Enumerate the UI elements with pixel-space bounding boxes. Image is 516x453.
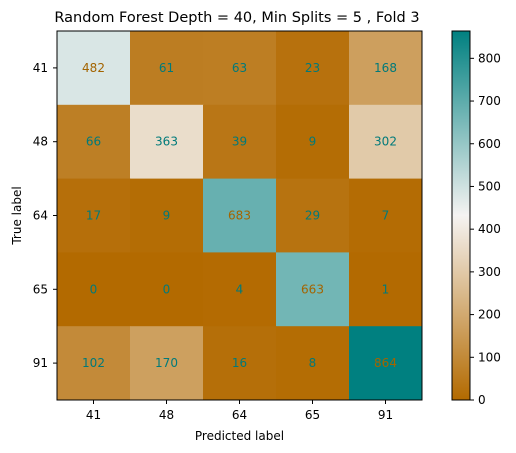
colorbar-tick-label: 100 bbox=[478, 350, 501, 364]
x-tick-label: 41 bbox=[86, 408, 101, 422]
cell-value-label: 0 bbox=[163, 282, 171, 296]
colorbar-tick-label: 700 bbox=[478, 94, 501, 108]
colorbar-gradient bbox=[451, 30, 471, 401]
colorbar-tick-label: 500 bbox=[478, 179, 501, 193]
heatmap-cell bbox=[130, 326, 204, 401]
cell-value-label: 170 bbox=[155, 356, 178, 370]
cell-value-label: 363 bbox=[155, 135, 178, 149]
cell-value-label: 29 bbox=[305, 209, 320, 223]
heatmap-cell bbox=[276, 326, 350, 401]
cell-value-label: 63 bbox=[232, 61, 247, 75]
cell-value-label: 683 bbox=[228, 209, 251, 223]
x-tick-label: 48 bbox=[159, 408, 174, 422]
heatmap-cell bbox=[276, 252, 350, 327]
heatmap-cell bbox=[276, 104, 350, 180]
heatmap-cell bbox=[57, 252, 131, 327]
cell-value-label: 7 bbox=[382, 209, 390, 223]
cell-value-label: 8 bbox=[309, 356, 317, 370]
colorbar-tick-label: 200 bbox=[478, 308, 501, 322]
heatmap-cell bbox=[57, 178, 131, 253]
x-axis-ticks: 41 48 64 65 91 bbox=[86, 400, 393, 422]
colorbar-tick-label: 300 bbox=[478, 265, 501, 279]
chart-title: Random Forest Depth = 40, Min Splits = 5… bbox=[54, 10, 419, 26]
colorbar-tick-label: 600 bbox=[478, 137, 501, 151]
cell-value-label: 0 bbox=[90, 282, 98, 296]
cell-value-label: 23 bbox=[305, 61, 320, 75]
cell-value-label: 61 bbox=[159, 61, 174, 75]
cell-value-label: 102 bbox=[82, 356, 105, 370]
cell-value-label: 663 bbox=[301, 282, 324, 296]
heatmap-cell bbox=[203, 252, 277, 327]
cell-value-label: 66 bbox=[86, 135, 101, 149]
heatmap-cell bbox=[203, 178, 277, 253]
heatmap-cell bbox=[130, 178, 204, 253]
heatmap-cell bbox=[130, 31, 204, 106]
heatmap-cell bbox=[203, 31, 277, 106]
cell-value-label: 1 bbox=[382, 282, 390, 296]
colorbar-tick-label: 800 bbox=[478, 51, 501, 65]
x-axis-label: Predicted label bbox=[195, 429, 284, 443]
heatmap-cell bbox=[349, 178, 423, 253]
heatmap-cell bbox=[57, 326, 131, 401]
x-tick-label: 91 bbox=[378, 408, 393, 422]
cell-value-label: 482 bbox=[82, 61, 105, 75]
cell-value-label: 4 bbox=[236, 282, 244, 296]
cell-value-label: 9 bbox=[309, 135, 317, 149]
heatmap-cell bbox=[349, 104, 423, 180]
cell-value-label: 864 bbox=[374, 356, 397, 370]
heatmap-cell bbox=[276, 31, 350, 106]
y-tick-label: 48 bbox=[33, 135, 48, 149]
heatmap-cell bbox=[130, 104, 204, 180]
cell-value-label: 39 bbox=[232, 135, 247, 149]
heatmap-cell bbox=[57, 104, 131, 180]
colorbar-tick-label: 0 bbox=[478, 393, 486, 407]
heatmap-cell bbox=[349, 252, 423, 327]
cell-value-label: 168 bbox=[374, 61, 397, 75]
cell-value-label: 16 bbox=[232, 356, 247, 370]
heatmap-cell bbox=[203, 326, 277, 401]
cell-value-label: 9 bbox=[163, 209, 171, 223]
y-tick-label: 64 bbox=[33, 209, 48, 223]
heatmap-cell bbox=[130, 252, 204, 327]
x-tick-label: 64 bbox=[232, 408, 247, 422]
heatmap-cell bbox=[349, 326, 423, 401]
heatmap-cell bbox=[349, 31, 423, 106]
y-tick-label: 91 bbox=[33, 356, 48, 370]
cell-value-label: 302 bbox=[374, 135, 397, 149]
heatmap-cell bbox=[57, 31, 131, 106]
y-tick-label: 41 bbox=[33, 61, 48, 75]
heatmap-cell bbox=[203, 104, 277, 180]
cell-value-label: 17 bbox=[86, 209, 101, 223]
y-axis-ticks: 41 48 64 65 91 bbox=[33, 61, 57, 370]
heatmap-cell bbox=[276, 178, 350, 253]
y-tick-label: 65 bbox=[33, 282, 48, 296]
colorbar-tick-label: 400 bbox=[478, 222, 501, 236]
colorbar: 0 100 200 300 400 500 600 700 800 bbox=[451, 30, 501, 407]
x-tick-label: 65 bbox=[305, 408, 320, 422]
y-axis-label: True label bbox=[10, 186, 24, 245]
